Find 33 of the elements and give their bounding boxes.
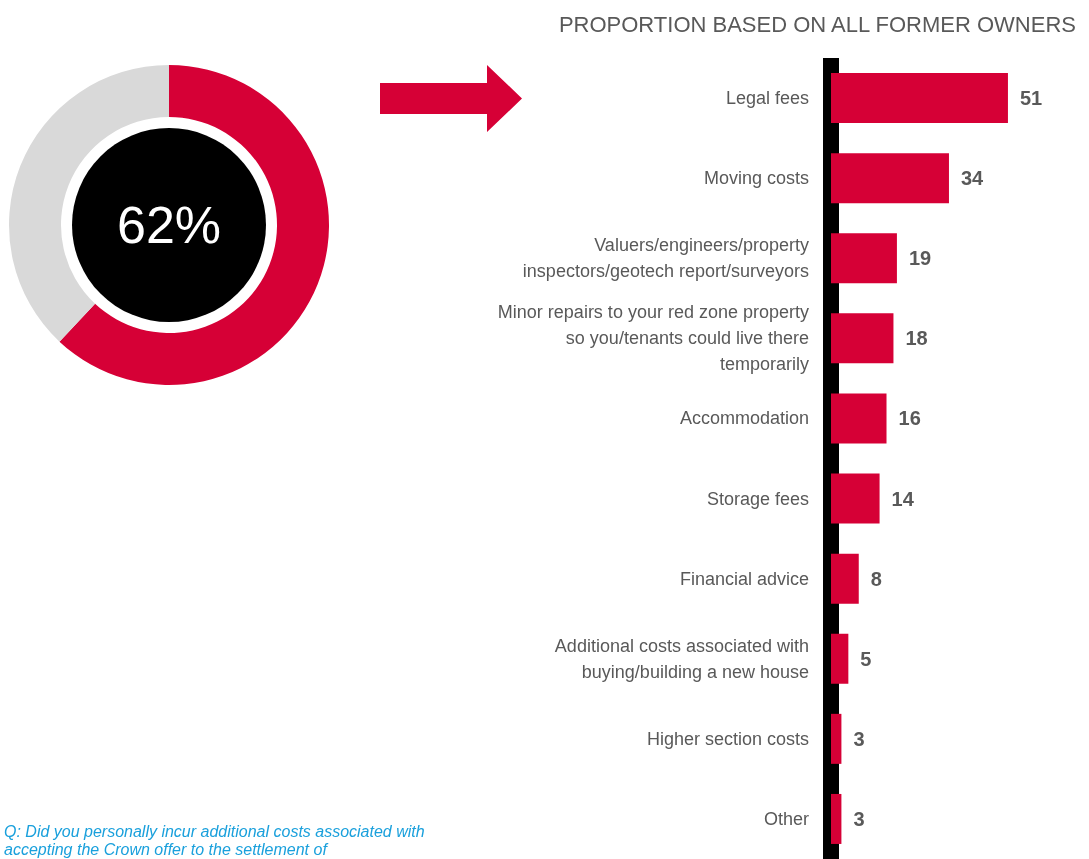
text: 62% (116, 196, 222, 254)
y-tick-label: Financial advice (679, 568, 809, 589)
data-label: 16 (898, 407, 921, 430)
data-label: 3 (853, 807, 865, 830)
y-tick-label: Legal fees (725, 88, 809, 109)
data-label: 5 (860, 647, 872, 670)
bar (831, 553, 859, 604)
y-tick-label: Additional costs associated with buying/building a new house (554, 635, 809, 682)
y-tick-label: Valuers/engineers/property inspectors/geotech report/surveyors (522, 235, 809, 282)
data-label: 8 (870, 567, 882, 590)
y-tick-label: Higher section costs (646, 728, 809, 749)
y-tick-label: Accommodation (679, 408, 809, 429)
y-tick-label: Moving costs (703, 168, 809, 189)
chart-title: PROPORTION BASED ON ALL FORMER OWNERS (558, 11, 1076, 37)
data-label: 19 (908, 247, 932, 270)
bar (831, 73, 1008, 124)
bar (831, 793, 842, 844)
data-label: 18 (905, 327, 928, 350)
y-tick-label: Minor repairs to your red zone property so you/tenants could live there temporarily (497, 302, 809, 375)
bar (831, 713, 842, 764)
y-tick-label: Other (763, 808, 809, 829)
bar (831, 393, 887, 444)
text: Q: Did you personally incur additional costs associated with accepting the Crown offer to the settlement of (4, 822, 430, 858)
bar (831, 233, 897, 284)
bar (831, 153, 949, 204)
data-label: 34 (960, 167, 985, 190)
bar (831, 313, 894, 364)
data-label: 51 (1019, 87, 1043, 110)
data-label: 14 (891, 487, 915, 510)
y-tick-label: Storage fees (706, 488, 809, 509)
bar (831, 473, 880, 524)
data-label: 3 (853, 727, 865, 750)
bar (831, 633, 849, 684)
